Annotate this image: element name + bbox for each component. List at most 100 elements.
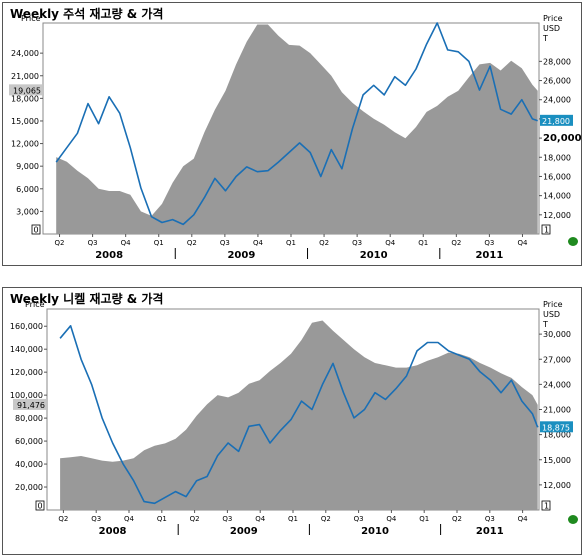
quarter-label: Q3	[88, 239, 98, 247]
inventory-area-series	[60, 320, 538, 510]
right-axis-label: USD	[543, 310, 560, 319]
quarter-label: Q3	[485, 515, 495, 523]
quarter-label: Q2	[319, 239, 329, 247]
quarter-label: Q4	[518, 515, 529, 523]
year-label: 2010	[360, 250, 388, 261]
current-price-badge	[540, 114, 573, 126]
quarter-label: Q2	[190, 515, 200, 523]
right-tick-label: 18,000	[543, 153, 571, 162]
right-tick-label: 24,000	[543, 96, 571, 105]
quarter-label: Q4	[124, 515, 135, 523]
left-tick-label: 140,000	[10, 345, 43, 354]
right-axis-label: Price	[543, 14, 563, 23]
price-line-series	[59, 325, 539, 505]
current-inventory-label: 91,476	[17, 401, 45, 410]
left-axis-label: Price	[21, 14, 41, 23]
left-tick-label: 40,000	[15, 460, 43, 469]
current-inventory-label: 19,065	[13, 86, 41, 95]
right-tick-label: 14,000	[543, 192, 571, 201]
bottom-left-marker-box	[31, 224, 41, 235]
right-axis-label: Price	[543, 300, 563, 309]
left-tick-label: 15,000	[11, 117, 39, 126]
quarter-label: Q3	[222, 515, 232, 523]
current-price-label: 21,800	[542, 117, 570, 126]
right-tick-label: 12,000	[543, 481, 571, 490]
chart-title: Weekly 주석 재고량 & 가격	[10, 7, 164, 21]
status-dot-icon	[568, 515, 578, 524]
quarter-label: Q2	[452, 515, 462, 523]
quarter-label: Q4	[255, 515, 266, 523]
bottom-left-marker-box	[35, 500, 45, 511]
right-tick-label: 18,000	[543, 431, 571, 440]
right-tick-label: 12,000	[543, 211, 571, 220]
bottom-right-marker-box	[541, 500, 551, 511]
quarter-label: Q2	[321, 515, 331, 523]
quarter-label: Q4	[386, 515, 397, 523]
year-label: 2011	[475, 250, 503, 261]
bottom-left-marker: 0	[34, 226, 39, 235]
quarter-label: Q4	[121, 239, 132, 247]
year-label: 2009	[230, 526, 258, 537]
right-axis-label: T	[542, 320, 548, 329]
left-axis-label: Price	[25, 300, 45, 309]
tin-chart-panel: Weekly 주석 재고량 & 가격 Price 3,000 6,000 9,000 1…	[2, 2, 582, 266]
price-line-series	[55, 22, 538, 226]
year-label: 2008	[95, 250, 123, 261]
current-price-badge	[540, 421, 573, 433]
quarter-label: Q2	[58, 515, 68, 523]
right-tick-label: 15,000	[543, 456, 571, 465]
quarter-label: Q3	[352, 239, 362, 247]
left-tick-label: 80,000	[15, 414, 43, 423]
quarter-label: Q4	[253, 239, 264, 247]
year-label: 2008	[99, 526, 127, 537]
quarter-label: Q1	[157, 515, 167, 523]
left-tick-label: 160,000	[10, 322, 43, 331]
quarter-label: Q3	[354, 515, 364, 523]
right-tick-label: 20,000	[543, 133, 581, 144]
right-axis-label: T	[542, 34, 548, 43]
left-tick-label: 20,000	[15, 483, 43, 492]
left-tick-label: 24,000	[11, 49, 39, 58]
quarter-label: Q1	[418, 239, 428, 247]
right-tick-label: 30,000	[543, 330, 571, 339]
left-tick-label: 100,000	[10, 391, 43, 400]
current-inventory-badge	[9, 84, 42, 96]
quarter-label: Q2	[451, 239, 461, 247]
chart-title: Weekly 니켈 재고량 & 가격	[10, 292, 164, 306]
right-tick-label: 21,000	[543, 406, 571, 415]
quarter-label: Q4	[517, 239, 528, 247]
left-tick-label: 60,000	[15, 437, 43, 446]
nickel-chart-panel: Weekly 니켈 재고량 & 가격 Price 20,000 40,000 60,0…	[2, 287, 582, 555]
quarter-label: Q3	[484, 239, 494, 247]
right-tick-label: 28,000	[543, 57, 571, 66]
quarter-label: Q1	[286, 239, 296, 247]
bottom-right-marker: 1	[544, 226, 549, 235]
quarter-label: Q2	[55, 239, 65, 247]
inventory-area-series	[56, 24, 538, 234]
current-price-label: 18,875	[542, 423, 570, 432]
year-label: 2010	[361, 526, 389, 537]
nickel-chart-svg: Price 20,000 40,000 60,000 80,000 100,000 120,…	[10, 300, 573, 537]
right-tick-label: 16,000	[543, 172, 571, 181]
bottom-left-marker: 0	[38, 502, 43, 511]
year-label: 2009	[227, 250, 255, 261]
left-tick-label: 120,000	[10, 368, 43, 377]
quarter-label: Q1	[288, 515, 298, 523]
left-tick-label: 21,000	[11, 72, 39, 81]
left-tick-label: 18,000	[11, 94, 39, 103]
bottom-right-marker: 1	[544, 502, 549, 511]
tin-chart-svg: Price 3,000 6,000 9,000 12,000 15,000 18,000 21…	[9, 14, 581, 261]
left-tick-label: 9,000	[16, 162, 39, 171]
status-dot-icon	[568, 237, 578, 246]
current-inventory-badge	[13, 398, 46, 410]
left-tick-label: 6,000	[16, 185, 39, 194]
right-tick-label: 27,000	[543, 355, 571, 364]
quarter-label: Q1	[419, 515, 429, 523]
left-tick-label: 3,000	[16, 207, 39, 216]
right-axis-label: USD	[543, 24, 560, 33]
quarter-label: Q4	[385, 239, 396, 247]
year-label: 2011	[476, 526, 504, 537]
left-tick-label: 12,000	[11, 140, 39, 149]
quarter-label: Q2	[187, 239, 197, 247]
right-tick-label: 24,000	[543, 380, 571, 389]
